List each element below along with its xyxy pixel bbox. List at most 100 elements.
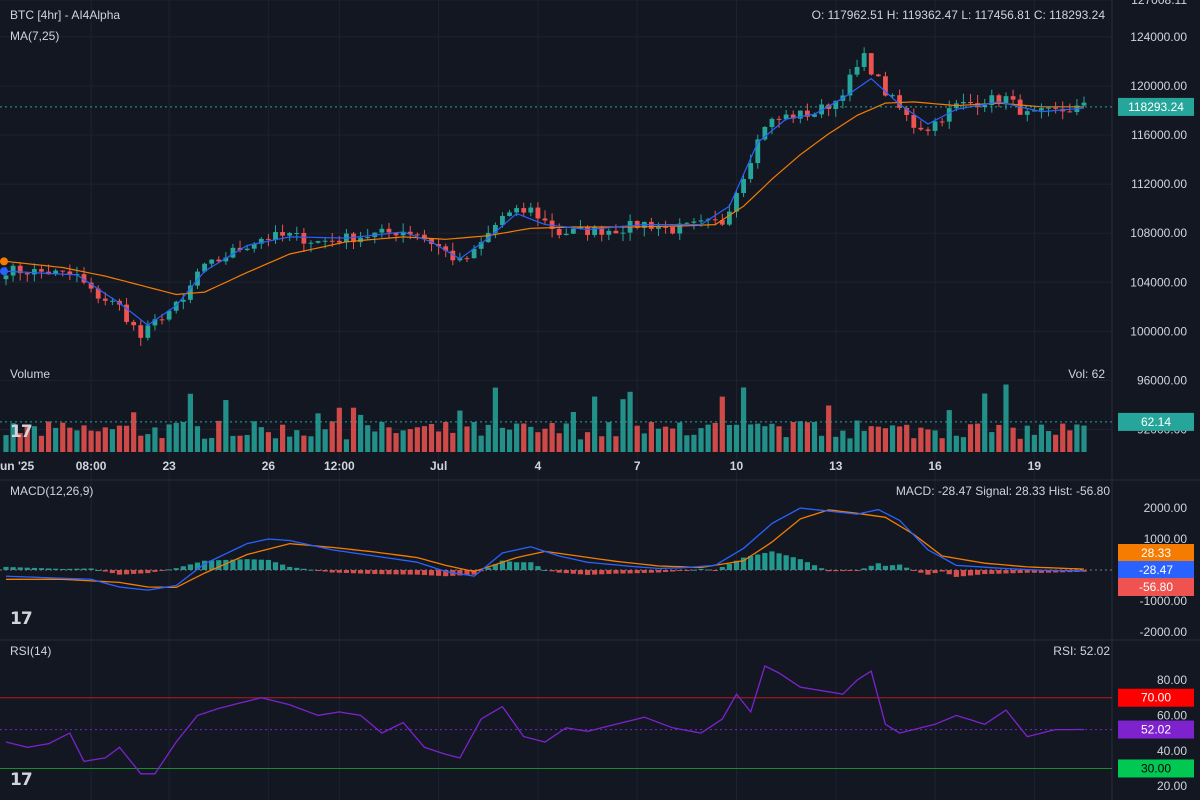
macd-histogram-bar xyxy=(244,559,250,570)
candle-body xyxy=(365,237,371,239)
candle-body xyxy=(159,319,165,321)
macd-label[interactable]: MACD(12,26,9) xyxy=(10,484,94,498)
volume-bar xyxy=(982,393,988,452)
macd-histogram-bar xyxy=(67,568,73,570)
candle-body xyxy=(585,227,590,236)
candle-body xyxy=(17,265,23,274)
macd-histogram-bar xyxy=(485,567,491,570)
volume-bar xyxy=(74,430,80,452)
volume-bar xyxy=(421,426,428,452)
macd-histogram-bar xyxy=(492,564,498,570)
candle-body xyxy=(847,74,853,96)
volume-bar xyxy=(691,434,697,452)
volume-bar xyxy=(436,431,442,452)
candle-body xyxy=(414,234,420,236)
x-axis-tick-label: 7 xyxy=(634,459,641,473)
volume-bar xyxy=(712,422,718,452)
macd-histogram-bar xyxy=(159,570,165,571)
volume-bar xyxy=(620,399,626,452)
candle-body xyxy=(443,246,449,251)
macd-histogram-bar xyxy=(521,562,527,570)
volume-bar xyxy=(1010,427,1016,452)
volume-bar xyxy=(719,396,725,452)
ma7-line xyxy=(5,77,1085,326)
macd-histogram-bar xyxy=(960,570,967,577)
candle-body xyxy=(748,163,754,179)
candle-body xyxy=(379,228,385,233)
macd-histogram-bar xyxy=(1010,570,1016,574)
macd-histogram-bar xyxy=(315,570,321,571)
macd-histogram-bar xyxy=(606,570,612,574)
macd-histogram-bar xyxy=(613,570,619,574)
candle-body xyxy=(251,243,257,249)
candle-body xyxy=(464,258,470,260)
macd-histogram-bar xyxy=(17,567,23,570)
candle-body xyxy=(755,139,761,164)
candle-body xyxy=(946,108,952,122)
volume-bar xyxy=(102,427,108,452)
volume-bar xyxy=(272,438,279,452)
volume-bar xyxy=(996,424,1002,452)
candle-body xyxy=(875,74,881,77)
ma7-start-marker xyxy=(0,267,8,276)
x-axis-tick-label: 19 xyxy=(1028,459,1042,473)
volume-bar xyxy=(180,421,186,452)
macd-histogram-bar xyxy=(230,559,236,570)
rsi-upper-badge: 70.00 xyxy=(1141,691,1171,705)
x-axis-tick-label: 12:00 xyxy=(324,459,355,473)
volume-bar xyxy=(464,426,470,452)
macd-signal-badge-bg xyxy=(1118,544,1194,562)
volume-bar xyxy=(1031,434,1037,452)
price-tick-label: 108000.00 xyxy=(1130,226,1187,240)
candle-body xyxy=(294,232,300,234)
macd-histogram-bar xyxy=(769,551,775,570)
volume-bar xyxy=(882,428,889,452)
volume-bar xyxy=(38,435,45,452)
candle-body xyxy=(187,285,193,300)
macd-line xyxy=(5,507,1085,591)
x-axis-tick-label: Jul xyxy=(430,459,447,473)
macd-histogram-bar xyxy=(967,570,974,576)
candle-body xyxy=(805,110,810,117)
volume-bar xyxy=(173,422,179,452)
candle-body xyxy=(542,218,548,221)
macd-histogram-bar xyxy=(53,568,59,570)
macd-histogram-bar xyxy=(975,570,981,575)
candle-body xyxy=(1081,102,1087,106)
volume-bar xyxy=(95,431,101,452)
volume-bar xyxy=(1038,424,1045,452)
macd-histogram-bar xyxy=(414,570,420,575)
candle-body xyxy=(968,102,973,104)
candle-body xyxy=(180,299,186,302)
volume-bar xyxy=(258,427,264,452)
volume-bar xyxy=(1053,434,1059,452)
macd-histogram-bar xyxy=(698,568,704,570)
macd-histogram-bar xyxy=(691,569,697,571)
rsi-label[interactable]: RSI(14) xyxy=(10,644,52,658)
candle-body xyxy=(152,319,158,326)
macd-histogram-bar xyxy=(322,570,328,572)
volume-label[interactable]: Volume xyxy=(10,367,51,381)
volume-bar xyxy=(31,426,37,452)
macd-histogram-bar xyxy=(407,570,413,575)
macd-histogram-bar xyxy=(471,570,477,575)
tradingview-logo-icon: 17 xyxy=(10,770,33,790)
macd-histogram-bar xyxy=(379,570,385,575)
candle-body xyxy=(308,242,314,244)
candle-body xyxy=(1067,111,1073,113)
macd-histogram-bar xyxy=(946,570,952,575)
candle-body xyxy=(102,298,108,301)
volume-bar xyxy=(1060,423,1066,452)
volume-bar xyxy=(365,425,371,452)
macd-histogram-bar xyxy=(577,570,584,575)
macd-histogram-bar xyxy=(499,560,506,570)
ma-indicator-label[interactable]: MA(7,25) xyxy=(10,29,60,43)
candle-body xyxy=(230,247,236,258)
macd-histogram-bar xyxy=(620,570,626,574)
candle-body xyxy=(535,207,541,219)
volume-bar xyxy=(187,393,193,452)
macd-histogram-bar xyxy=(81,568,87,570)
candle-body xyxy=(507,212,512,216)
volume-bar xyxy=(804,422,811,452)
